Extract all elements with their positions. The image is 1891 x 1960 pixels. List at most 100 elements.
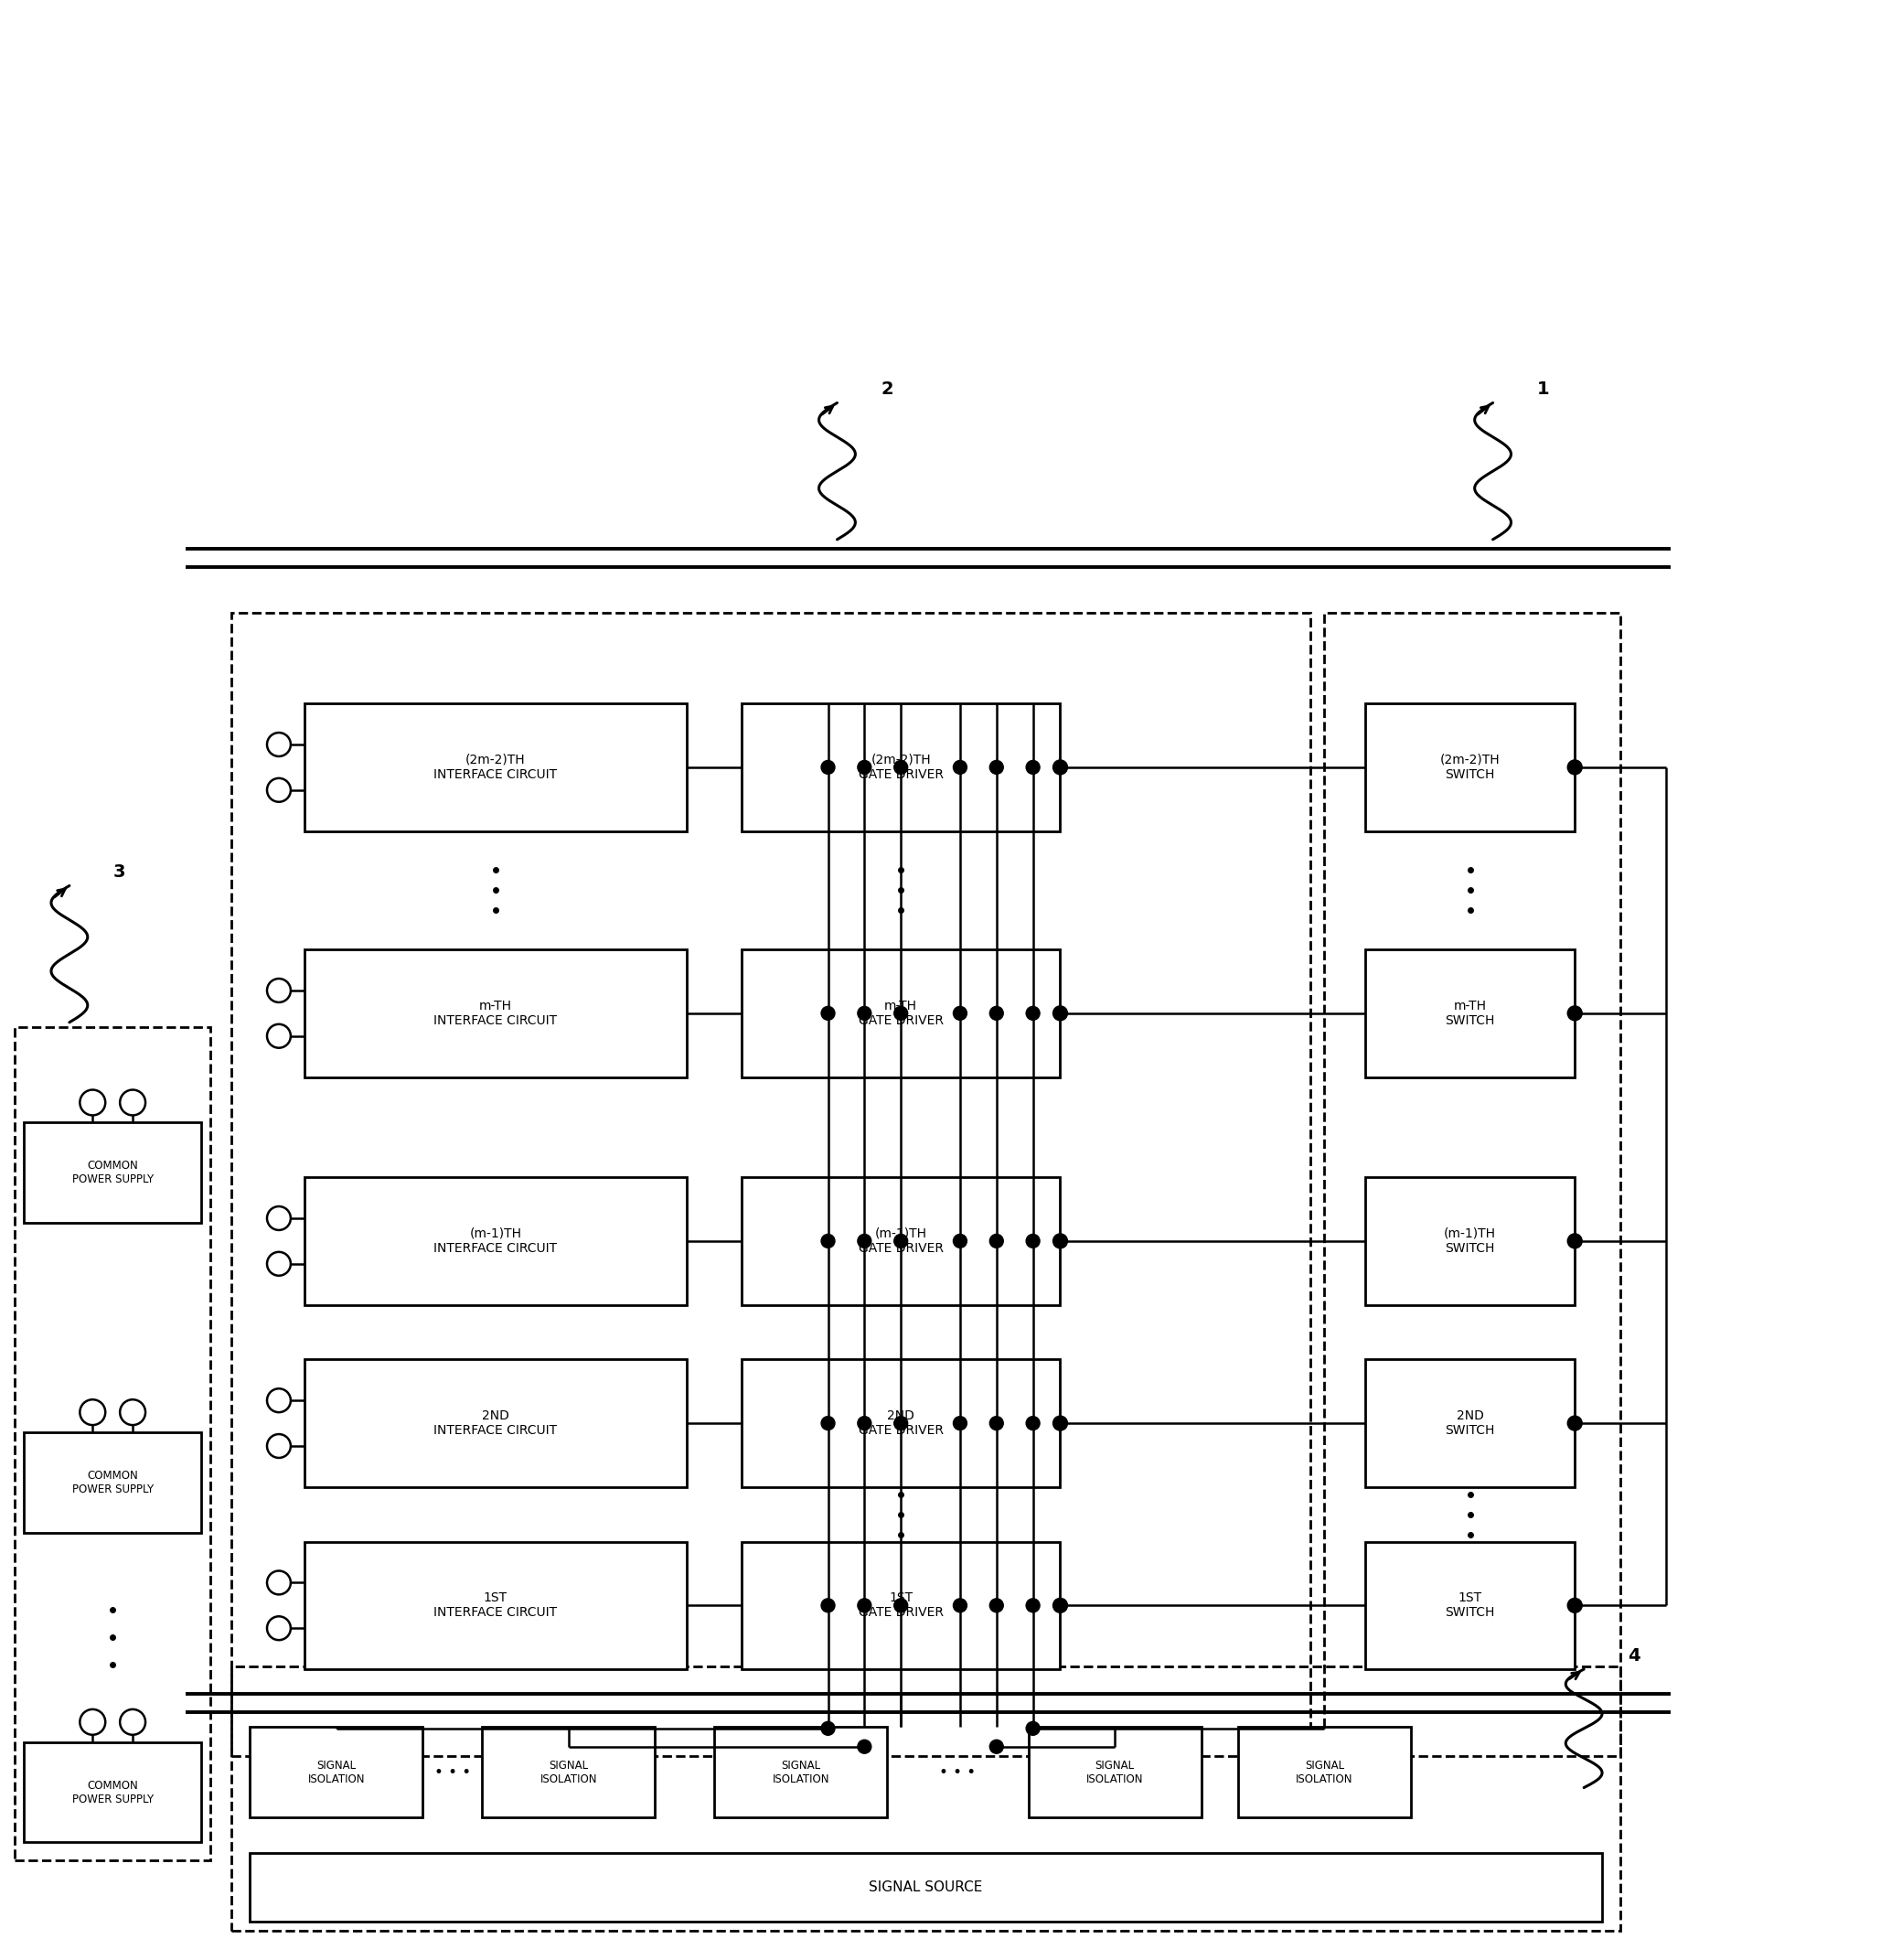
FancyBboxPatch shape (741, 1178, 1061, 1305)
Circle shape (953, 1235, 966, 1249)
Circle shape (267, 1435, 291, 1458)
Circle shape (953, 760, 966, 774)
Circle shape (989, 1417, 1004, 1431)
FancyBboxPatch shape (25, 1123, 202, 1223)
Text: 2: 2 (881, 380, 893, 398)
Circle shape (989, 1005, 1004, 1019)
Circle shape (859, 1005, 872, 1019)
Circle shape (1053, 1415, 1068, 1431)
FancyBboxPatch shape (482, 1727, 654, 1817)
Circle shape (989, 760, 1004, 774)
Circle shape (859, 1235, 872, 1249)
Circle shape (953, 1599, 966, 1613)
Text: SIGNAL SOURCE: SIGNAL SOURCE (870, 1880, 983, 1893)
Text: (2m-2)TH
INTERFACE CIRCUIT: (2m-2)TH INTERFACE CIRCUIT (433, 753, 558, 782)
FancyBboxPatch shape (1365, 1360, 1575, 1488)
Text: 1ST
SWITCH: 1ST SWITCH (1445, 1592, 1496, 1619)
Text: SIGNAL
ISOLATION: SIGNAL ISOLATION (1295, 1760, 1352, 1786)
FancyBboxPatch shape (1029, 1727, 1201, 1817)
Circle shape (859, 760, 872, 774)
Circle shape (1027, 1599, 1040, 1613)
FancyBboxPatch shape (304, 704, 686, 831)
Circle shape (1568, 1597, 1583, 1613)
FancyBboxPatch shape (1365, 704, 1575, 831)
Circle shape (267, 1617, 291, 1641)
Circle shape (989, 1740, 1004, 1754)
Text: (m-1)TH
SWITCH: (m-1)TH SWITCH (1445, 1227, 1496, 1254)
FancyBboxPatch shape (304, 1543, 686, 1670)
FancyBboxPatch shape (250, 1854, 1602, 1921)
Circle shape (821, 1005, 834, 1019)
Circle shape (1027, 1417, 1040, 1431)
Circle shape (119, 1399, 146, 1425)
Text: SIGNAL
ISOLATION: SIGNAL ISOLATION (1085, 1760, 1144, 1786)
Circle shape (894, 1599, 908, 1613)
Circle shape (821, 1721, 834, 1735)
Circle shape (119, 1090, 146, 1115)
Circle shape (859, 1417, 872, 1431)
FancyBboxPatch shape (741, 949, 1061, 1078)
Circle shape (119, 1709, 146, 1735)
Text: (m-1)TH
GATE DRIVER: (m-1)TH GATE DRIVER (859, 1227, 944, 1254)
Circle shape (1053, 1233, 1068, 1249)
Circle shape (79, 1090, 106, 1115)
Circle shape (1053, 1005, 1068, 1021)
Circle shape (79, 1709, 106, 1735)
Circle shape (1568, 1005, 1583, 1021)
Circle shape (989, 1235, 1004, 1249)
Circle shape (1568, 1233, 1583, 1249)
Text: • • •: • • • (940, 1764, 976, 1780)
Circle shape (821, 760, 834, 774)
Circle shape (1027, 760, 1040, 774)
Text: • • •: • • • (435, 1764, 471, 1780)
Circle shape (953, 1417, 966, 1431)
Text: (m-1)TH
INTERFACE CIRCUIT: (m-1)TH INTERFACE CIRCUIT (433, 1227, 558, 1254)
Text: 1ST
GATE DRIVER: 1ST GATE DRIVER (859, 1592, 944, 1619)
Circle shape (267, 978, 291, 1002)
Text: COMMON
POWER SUPPLY: COMMON POWER SUPPLY (72, 1160, 153, 1186)
Circle shape (1053, 760, 1068, 774)
Circle shape (894, 760, 908, 774)
Circle shape (989, 1599, 1004, 1613)
Circle shape (1027, 1721, 1040, 1735)
Text: m-TH
GATE DRIVER: m-TH GATE DRIVER (859, 1000, 944, 1027)
Circle shape (79, 1399, 106, 1425)
Circle shape (1027, 1235, 1040, 1249)
Text: 2ND
SWITCH: 2ND SWITCH (1445, 1409, 1496, 1437)
Text: SIGNAL
ISOLATION: SIGNAL ISOLATION (772, 1760, 830, 1786)
Circle shape (821, 1235, 834, 1249)
Text: m-TH
INTERFACE CIRCUIT: m-TH INTERFACE CIRCUIT (433, 1000, 558, 1027)
FancyBboxPatch shape (1239, 1727, 1411, 1817)
Circle shape (1568, 1415, 1583, 1431)
FancyBboxPatch shape (250, 1727, 424, 1817)
Circle shape (267, 733, 291, 757)
FancyBboxPatch shape (741, 704, 1061, 831)
Text: 4: 4 (1628, 1646, 1639, 1664)
Text: SIGNAL
ISOLATION: SIGNAL ISOLATION (541, 1760, 598, 1786)
FancyBboxPatch shape (1365, 1178, 1575, 1305)
FancyBboxPatch shape (304, 1178, 686, 1305)
Circle shape (267, 1388, 291, 1413)
FancyBboxPatch shape (1365, 1543, 1575, 1670)
Circle shape (821, 1417, 834, 1431)
Circle shape (821, 1599, 834, 1613)
Text: m-TH
SWITCH: m-TH SWITCH (1445, 1000, 1496, 1027)
Circle shape (267, 1207, 291, 1231)
Circle shape (1027, 1005, 1040, 1019)
Circle shape (267, 1025, 291, 1049)
Circle shape (859, 1599, 872, 1613)
Text: 3: 3 (113, 864, 125, 882)
Text: (2m-2)TH
SWITCH: (2m-2)TH SWITCH (1441, 753, 1500, 782)
Circle shape (894, 1235, 908, 1249)
Circle shape (894, 1417, 908, 1431)
FancyBboxPatch shape (25, 1433, 202, 1533)
Circle shape (267, 778, 291, 802)
Text: 2ND
GATE DRIVER: 2ND GATE DRIVER (859, 1409, 944, 1437)
FancyBboxPatch shape (304, 1360, 686, 1488)
Circle shape (859, 1740, 872, 1754)
Text: COMMON
POWER SUPPLY: COMMON POWER SUPPLY (72, 1470, 153, 1495)
Circle shape (1568, 760, 1583, 774)
Text: COMMON
POWER SUPPLY: COMMON POWER SUPPLY (72, 1780, 153, 1805)
Text: 1ST
INTERFACE CIRCUIT: 1ST INTERFACE CIRCUIT (433, 1592, 558, 1619)
Text: SIGNAL
ISOLATION: SIGNAL ISOLATION (308, 1760, 365, 1786)
